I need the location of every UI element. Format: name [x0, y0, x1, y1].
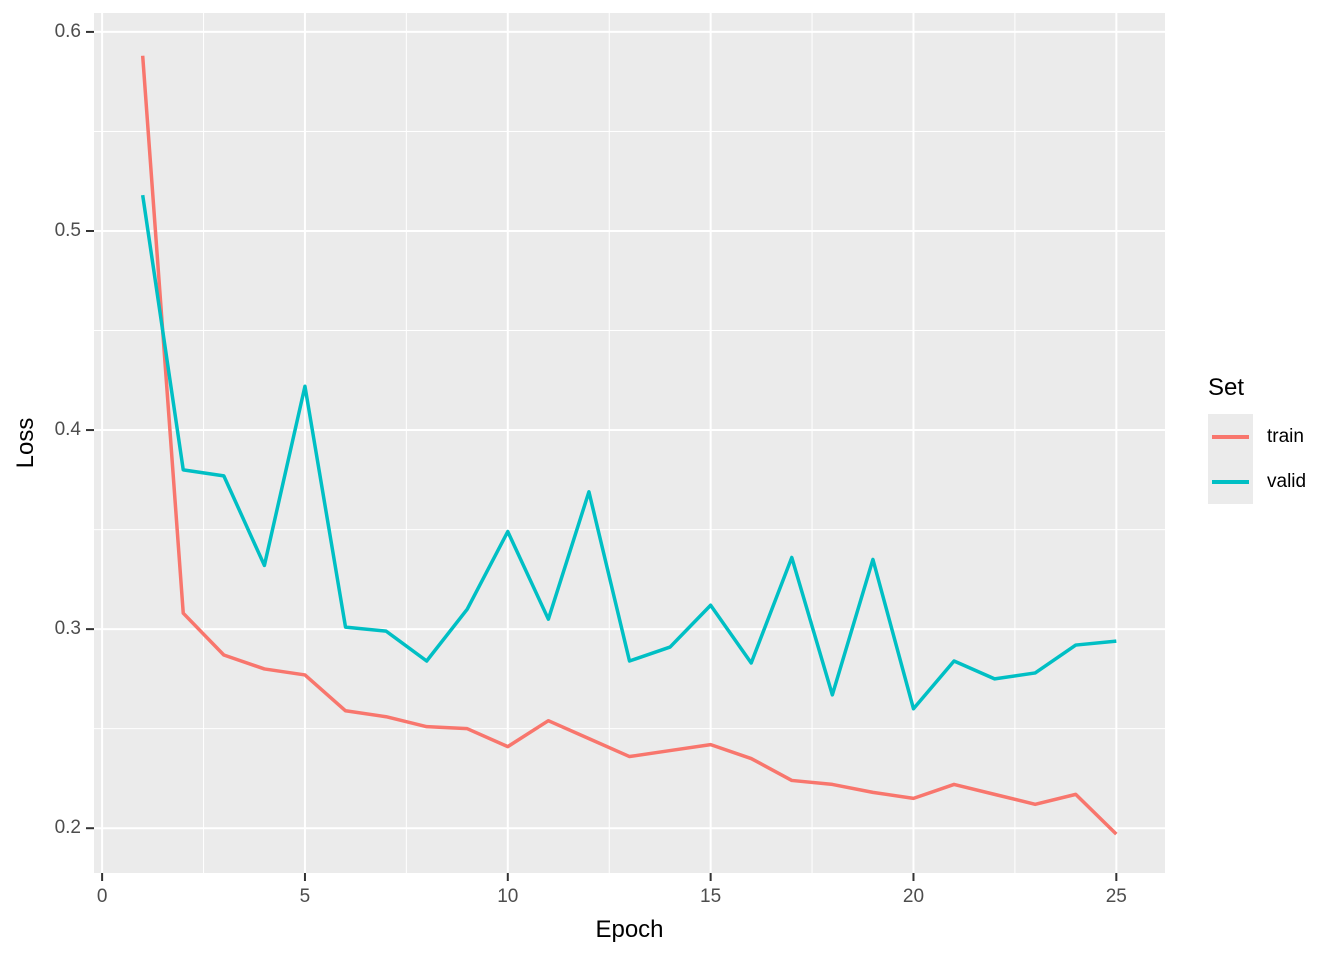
- y-tick-label: 0.4: [54, 419, 81, 441]
- y-tick-label: 0.5: [54, 219, 81, 241]
- legend-label-valid: valid: [1267, 470, 1307, 492]
- x-tick-label: 10: [497, 886, 519, 907]
- train-key-swatch: [1208, 414, 1253, 459]
- y-axis-title: Loss: [12, 417, 39, 469]
- x-tick-label: 0: [96, 886, 108, 907]
- train-line-icon: [1212, 434, 1249, 439]
- valid-line-icon: [1212, 479, 1249, 484]
- x-tick-label: 25: [1105, 886, 1127, 907]
- panel-background: [94, 13, 1165, 873]
- legend-entry-train: train: [1208, 414, 1306, 459]
- legend-entry-valid: valid: [1208, 459, 1306, 504]
- x-tick-label: 15: [700, 886, 722, 907]
- y-tick-label: 0.2: [54, 817, 81, 839]
- legend-label-train: train: [1267, 425, 1304, 447]
- x-tick-label: 5: [299, 886, 311, 907]
- y-tick-label: 0.3: [54, 618, 81, 640]
- x-axis-title: Epoch: [595, 916, 664, 943]
- valid-loss-line: [140, 194, 1117, 711]
- train-loss-line: [140, 55, 1118, 836]
- valid-key-swatch: [1208, 459, 1253, 504]
- legend-title: Set: [1208, 374, 1245, 401]
- y-tick-label: 0.6: [54, 20, 81, 42]
- legend: Set train valid: [1208, 374, 1306, 504]
- x-tick-label: 20: [902, 886, 925, 907]
